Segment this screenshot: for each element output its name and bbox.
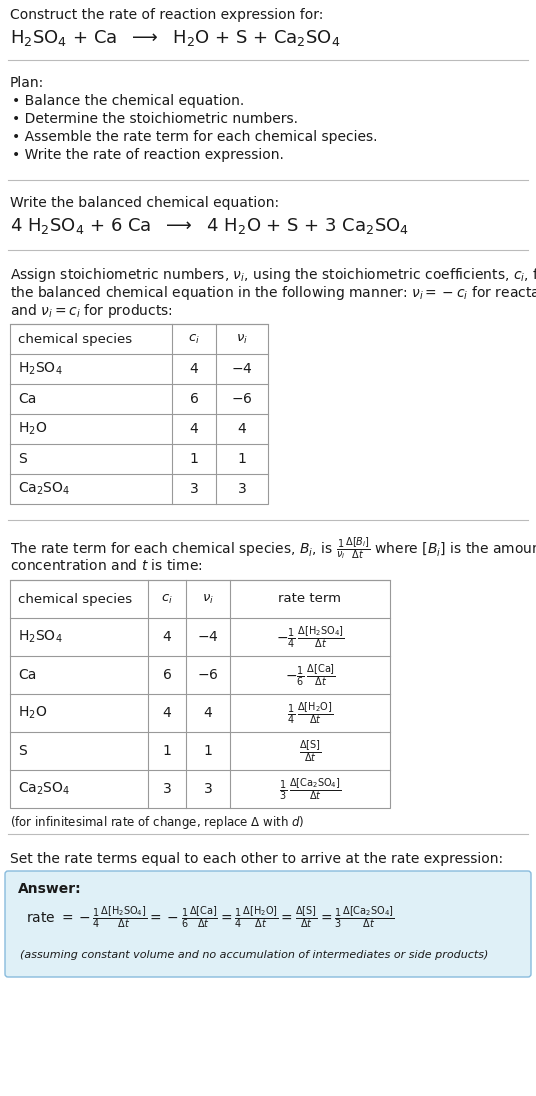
Text: $-6$: $-6$ (231, 392, 253, 406)
Text: $\frac{1}{4}\,\frac{\Delta[\mathregular{H_2O}]}{\Delta t}$: $\frac{1}{4}\,\frac{\Delta[\mathregular{… (287, 700, 333, 726)
Text: 1: 1 (237, 452, 247, 466)
Text: Plan:: Plan: (10, 76, 44, 90)
Bar (10, 324, 268, 504)
Text: $\mathregular{H_2SO_4}$: $\mathregular{H_2SO_4}$ (18, 361, 63, 377)
Text: rate term: rate term (279, 593, 341, 605)
Text: 3: 3 (237, 482, 247, 496)
Text: • Assemble the rate term for each chemical species.: • Assemble the rate term for each chemic… (12, 130, 377, 144)
Text: $\mathregular{Ca_2SO_4}$: $\mathregular{Ca_2SO_4}$ (18, 481, 70, 498)
Bar (10, 580, 390, 808)
Text: Answer:: Answer: (18, 882, 81, 897)
Text: $-4$: $-4$ (231, 362, 253, 376)
Text: Set the rate terms equal to each other to arrive at the rate expression:: Set the rate terms equal to each other t… (10, 852, 503, 866)
Text: 6: 6 (190, 392, 198, 406)
Text: S: S (18, 452, 27, 466)
Text: 1: 1 (162, 744, 172, 758)
Text: Construct the rate of reaction expression for:: Construct the rate of reaction expressio… (10, 8, 323, 22)
Text: $c_i$: $c_i$ (188, 332, 200, 345)
Text: 3: 3 (190, 482, 198, 496)
Text: $\mathregular{H_2O}$: $\mathregular{H_2O}$ (18, 421, 47, 437)
Text: 6: 6 (162, 667, 172, 682)
Text: $\nu_i$: $\nu_i$ (202, 593, 214, 606)
Text: $\nu_i$: $\nu_i$ (236, 332, 248, 345)
FancyBboxPatch shape (5, 871, 531, 977)
Text: 4: 4 (190, 362, 198, 376)
Text: S: S (18, 744, 27, 758)
Text: 3: 3 (162, 783, 172, 796)
Text: • Write the rate of reaction expression.: • Write the rate of reaction expression. (12, 148, 284, 162)
Text: and $\nu_i = c_i$ for products:: and $\nu_i = c_i$ for products: (10, 302, 173, 320)
Text: the balanced chemical equation in the following manner: $\nu_i = -c_i$ for react: the balanced chemical equation in the fo… (10, 284, 536, 302)
Text: 3: 3 (204, 783, 212, 796)
Text: • Balance the chemical equation.: • Balance the chemical equation. (12, 94, 244, 109)
Text: $\frac{\Delta[\mathregular{S}]}{\Delta t}$: $\frac{\Delta[\mathregular{S}]}{\Delta t… (299, 738, 321, 764)
Text: Ca: Ca (18, 392, 36, 406)
Text: $\mathregular{Ca_2SO_4}$: $\mathregular{Ca_2SO_4}$ (18, 780, 70, 797)
Text: The rate term for each chemical species, $B_i$, is $\frac{1}{\nu_i}\frac{\Delta[: The rate term for each chemical species,… (10, 536, 536, 562)
Text: $-\frac{1}{6}\,\frac{\Delta[\mathregular{Ca}]}{\Delta t}$: $-\frac{1}{6}\,\frac{\Delta[\mathregular… (285, 662, 336, 688)
Text: $\mathregular{H_2SO_4}$: $\mathregular{H_2SO_4}$ (18, 629, 63, 646)
Text: (for infinitesimal rate of change, replace $\Delta$ with $d$): (for infinitesimal rate of change, repla… (10, 814, 304, 831)
Text: Ca: Ca (18, 667, 36, 682)
Text: (assuming constant volume and no accumulation of intermediates or side products): (assuming constant volume and no accumul… (20, 950, 488, 960)
Text: $\mathregular{H_2SO_4}$ + Ca  $\longrightarrow$  $\mathregular{H_2O}$ + S + $\ma: $\mathregular{H_2SO_4}$ + Ca $\longright… (10, 28, 340, 48)
Text: 4: 4 (190, 422, 198, 436)
Text: $\mathregular{H_2O}$: $\mathregular{H_2O}$ (18, 705, 47, 721)
Text: $-6$: $-6$ (197, 667, 219, 682)
Text: rate $= -\frac{1}{4}\frac{\Delta[\mathregular{H_2SO_4}]}{\Delta t} = -\frac{1}{6: rate $= -\frac{1}{4}\frac{\Delta[\mathre… (26, 904, 394, 929)
Text: $c_i$: $c_i$ (161, 593, 173, 606)
Text: $-4$: $-4$ (197, 630, 219, 644)
Text: 4: 4 (237, 422, 247, 436)
Text: 4 $\mathregular{H_2SO_4}$ + 6 Ca  $\longrightarrow$  4 $\mathregular{H_2O}$ + S : 4 $\mathregular{H_2SO_4}$ + 6 Ca $\longr… (10, 216, 409, 236)
Text: 1: 1 (204, 744, 212, 758)
Text: 4: 4 (204, 706, 212, 720)
Text: chemical species: chemical species (18, 332, 132, 345)
Text: 4: 4 (162, 706, 172, 720)
Text: Write the balanced chemical equation:: Write the balanced chemical equation: (10, 196, 279, 210)
Text: Assign stoichiometric numbers, $\nu_i$, using the stoichiometric coefficients, $: Assign stoichiometric numbers, $\nu_i$, … (10, 266, 536, 284)
Text: $\frac{1}{3}\,\frac{\Delta[\mathregular{Ca_2SO_4}]}{\Delta t}$: $\frac{1}{3}\,\frac{\Delta[\mathregular{… (279, 776, 341, 802)
Text: $-\frac{1}{4}\,\frac{\Delta[\mathregular{H_2SO_4}]}{\Delta t}$: $-\frac{1}{4}\,\frac{\Delta[\mathregular… (276, 624, 344, 650)
Text: concentration and $t$ is time:: concentration and $t$ is time: (10, 558, 203, 573)
Text: chemical species: chemical species (18, 593, 132, 605)
Text: 4: 4 (162, 630, 172, 644)
Text: 1: 1 (190, 452, 198, 466)
Text: • Determine the stoichiometric numbers.: • Determine the stoichiometric numbers. (12, 112, 298, 126)
